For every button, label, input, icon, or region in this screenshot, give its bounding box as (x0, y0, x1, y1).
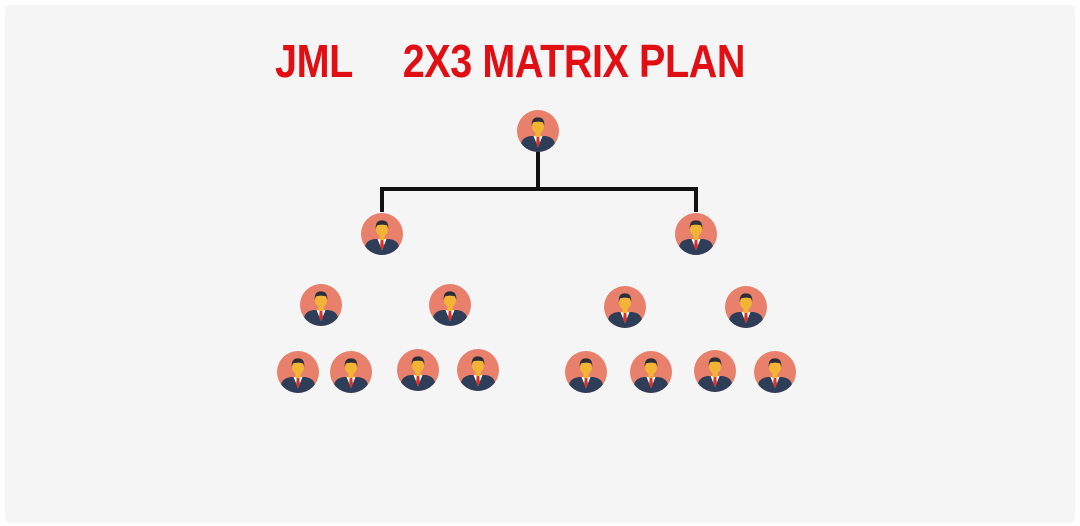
level1-member-avatar-icon (675, 213, 717, 255)
tree-connector (380, 149, 698, 212)
page-title: JML 2X3 MATRIX PLAN (275, 35, 746, 87)
level3-member-avatar-icon (330, 351, 372, 393)
level3-member-avatar-icon (457, 349, 499, 391)
level3-member-avatar-icon (754, 351, 796, 393)
level2-member-avatar-icon (429, 284, 471, 326)
level2-member-avatar-icon (725, 286, 767, 328)
level3-member-avatar-icon (630, 351, 672, 393)
level2-member-avatar-icon (604, 286, 646, 328)
title-brand: JML (275, 35, 353, 87)
root-member-avatar-icon (517, 110, 559, 152)
level3-member-avatar-icon (694, 350, 736, 392)
level1-member-avatar-icon (361, 213, 403, 255)
title-plan: 2X3 MATRIX PLAN (402, 35, 746, 87)
diagram-canvas (5, 5, 1075, 523)
level3-member-avatar-icon (277, 351, 319, 393)
level3-member-avatar-icon (565, 351, 607, 393)
level3-member-avatar-icon (397, 349, 439, 391)
level2-member-avatar-icon (300, 284, 342, 326)
connector-line (380, 149, 698, 212)
